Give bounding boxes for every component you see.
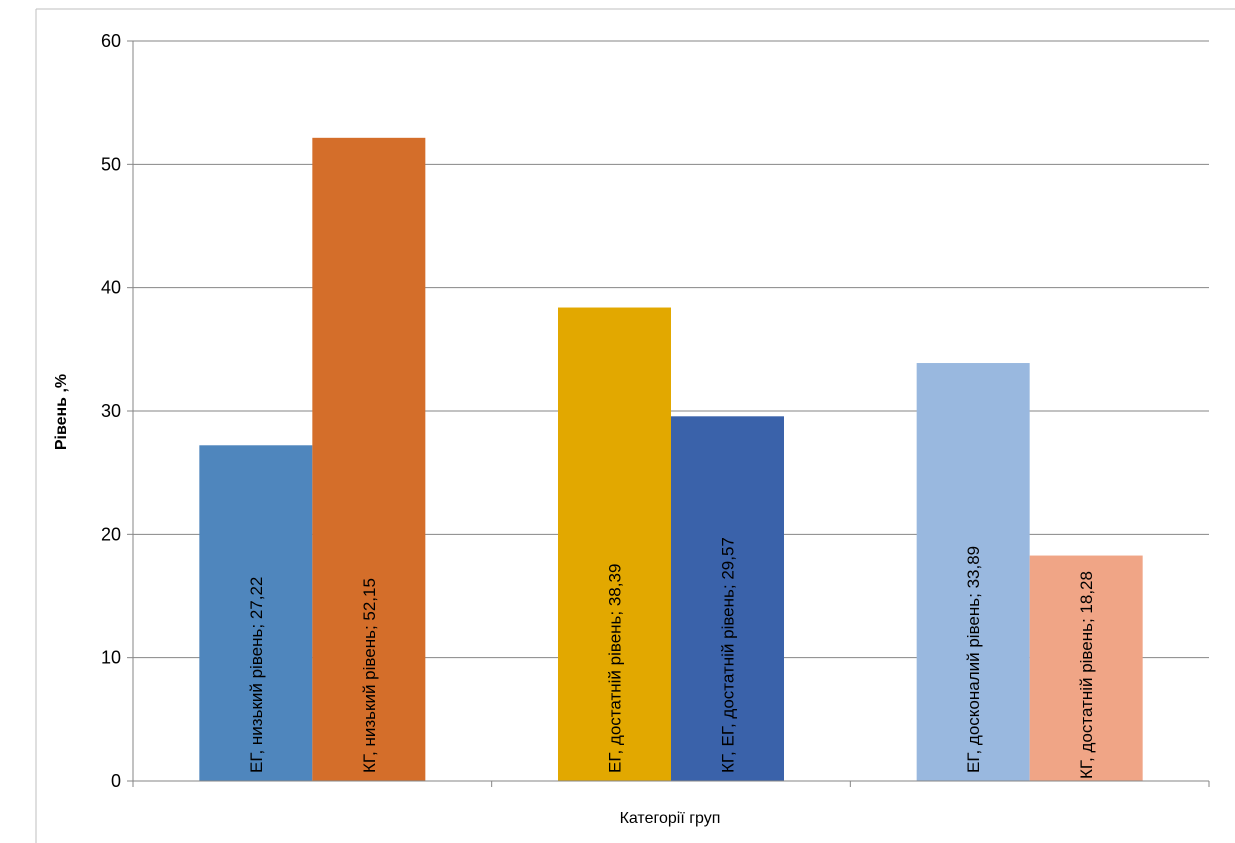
x-axis-title: Категорії груп [620,810,721,827]
bar-data-label: КГ, низький рівень; 52,15 [360,578,379,773]
y-tick-label: 50 [101,154,121,174]
y-tick-label: 30 [101,401,121,421]
bar-data-label: КГ, ЕГ, достатній рівень; 29,57 [719,537,738,773]
y-tick-label: 40 [101,278,121,298]
y-axis-title: Рівень ,% [53,374,70,450]
y-tick-label: 20 [101,524,121,544]
bar [1029,555,1143,781]
bar [916,363,1030,781]
bar-data-label: КГ, достатній рівень; 18,28 [1077,571,1096,779]
bar-labels: ЕГ, низький рівень; 27,22 КГ, низький рів… [247,537,1096,779]
bar-data-label: ЕГ, достатній рівень; 38,39 [606,564,625,773]
y-tick-label: 0 [111,771,121,791]
bar [558,307,671,781]
bar [312,137,426,782]
bar-data-label: ЕГ, досконалий рівень; 33,89 [964,546,983,773]
bar-data-label: ЕГ, низький рівень; 27,22 [247,577,266,773]
y-tick-label: 10 [101,648,121,668]
x-axis-ticks [132,781,1210,787]
y-axis-ticks: 0 10 20 30 40 50 60 [101,31,133,791]
bars [199,137,1143,782]
bar [671,416,784,781]
bar [199,445,313,781]
y-tick-label: 60 [101,31,121,51]
